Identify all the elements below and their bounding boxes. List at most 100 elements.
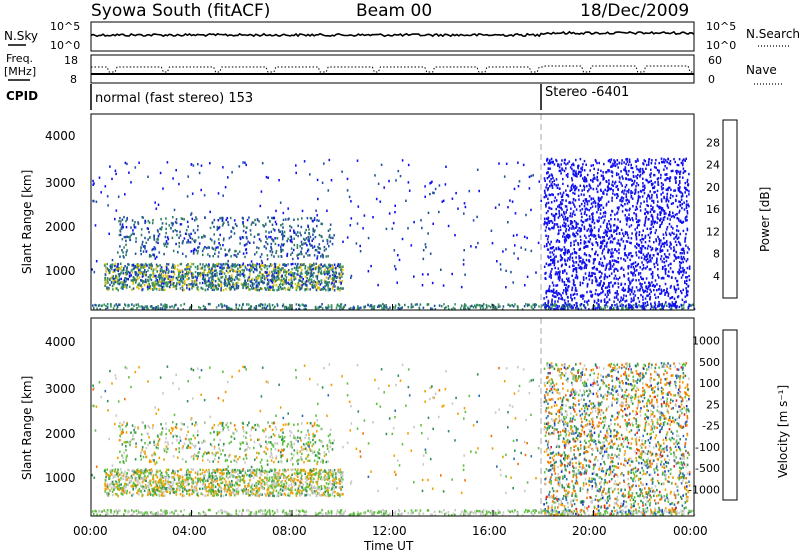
echo-point xyxy=(115,209,118,212)
echo-point xyxy=(638,250,640,253)
echo-point xyxy=(674,177,677,181)
echo-point xyxy=(593,233,595,237)
echo-point xyxy=(572,183,574,186)
echo-point xyxy=(280,268,282,272)
echo-point xyxy=(586,285,589,288)
echo-point xyxy=(210,276,212,279)
echo-point xyxy=(619,177,621,180)
echo-point xyxy=(315,275,317,278)
echo-point xyxy=(604,211,607,215)
echo-point xyxy=(263,264,265,267)
echo-point xyxy=(434,187,437,191)
echo-point xyxy=(135,240,137,243)
echo-point xyxy=(639,289,641,292)
echo-point xyxy=(577,229,579,232)
echo-point xyxy=(660,288,662,291)
echo-point xyxy=(166,236,169,239)
echo-point xyxy=(565,193,568,196)
echo-point xyxy=(326,209,328,212)
echo-point xyxy=(192,164,195,167)
echo-point xyxy=(265,241,267,244)
echo-point xyxy=(156,270,158,273)
echo-point xyxy=(550,213,553,216)
echo-point xyxy=(547,220,550,223)
echo-point xyxy=(312,284,315,288)
echo-point xyxy=(647,161,650,164)
echo-point xyxy=(341,275,343,278)
echo-point xyxy=(646,290,648,293)
echo-point xyxy=(682,176,684,179)
echo-point xyxy=(625,193,627,196)
echo-point xyxy=(342,240,344,243)
echo-point xyxy=(255,305,257,308)
echo-point xyxy=(653,254,655,257)
echo-point xyxy=(650,260,652,263)
echo-point xyxy=(650,290,652,293)
echo-point xyxy=(646,197,648,200)
echo-point xyxy=(560,255,562,259)
echo-point xyxy=(181,217,184,221)
echo-point xyxy=(565,189,567,192)
echo-point xyxy=(661,242,664,245)
echo-point xyxy=(636,242,638,245)
echo-point xyxy=(151,248,153,252)
echo-point xyxy=(551,281,554,284)
echo-point xyxy=(297,234,299,238)
echo-point xyxy=(602,211,605,215)
echo-point xyxy=(580,219,583,222)
echo-point xyxy=(303,283,305,286)
echo-point xyxy=(593,259,595,263)
echo-point xyxy=(658,161,660,165)
echo-point xyxy=(636,207,638,211)
echo-point xyxy=(191,237,194,241)
echo-point xyxy=(564,218,567,221)
echo-point xyxy=(642,177,644,180)
echo-point xyxy=(569,201,572,205)
echo-point xyxy=(297,273,299,276)
echo-point xyxy=(638,219,641,222)
echo-point xyxy=(281,267,283,270)
echo-point xyxy=(251,264,253,267)
echo-point xyxy=(200,188,202,192)
echo-point xyxy=(558,232,560,235)
echo-point xyxy=(155,277,157,280)
echo-point xyxy=(300,240,303,244)
echo-point xyxy=(575,270,578,274)
echo-point xyxy=(297,257,299,260)
echo-point xyxy=(561,280,564,283)
echo-point xyxy=(688,248,690,251)
echo-point xyxy=(229,288,232,291)
echo-point xyxy=(385,304,387,307)
echo-point xyxy=(614,213,616,216)
echo-point xyxy=(553,261,556,265)
echo-point xyxy=(685,244,687,247)
echo-point xyxy=(613,307,615,310)
echo-point xyxy=(661,160,663,164)
echo-point xyxy=(641,234,643,237)
echo-point xyxy=(642,245,645,248)
echo-point xyxy=(673,259,675,262)
echo-point xyxy=(173,306,175,309)
echo-point xyxy=(603,276,606,279)
echo-point xyxy=(260,280,263,283)
echo-point xyxy=(152,288,154,291)
echo-point xyxy=(574,287,577,290)
echo-point xyxy=(575,158,577,162)
echo-point xyxy=(288,217,290,220)
echo-point xyxy=(681,192,684,195)
echo-point xyxy=(218,262,220,266)
echo-point xyxy=(570,244,572,247)
echo-point xyxy=(222,289,225,292)
echo-point xyxy=(677,271,679,274)
echo-point xyxy=(637,198,640,201)
echo-point xyxy=(587,303,589,306)
echo-point xyxy=(670,262,672,266)
echo-point xyxy=(309,282,311,285)
echo-point xyxy=(175,287,178,290)
echo-point xyxy=(590,179,592,182)
echo-point xyxy=(136,267,138,270)
echo-point xyxy=(252,266,255,269)
echo-point xyxy=(578,170,580,174)
echo-point xyxy=(673,157,675,161)
echo-point xyxy=(570,220,573,223)
